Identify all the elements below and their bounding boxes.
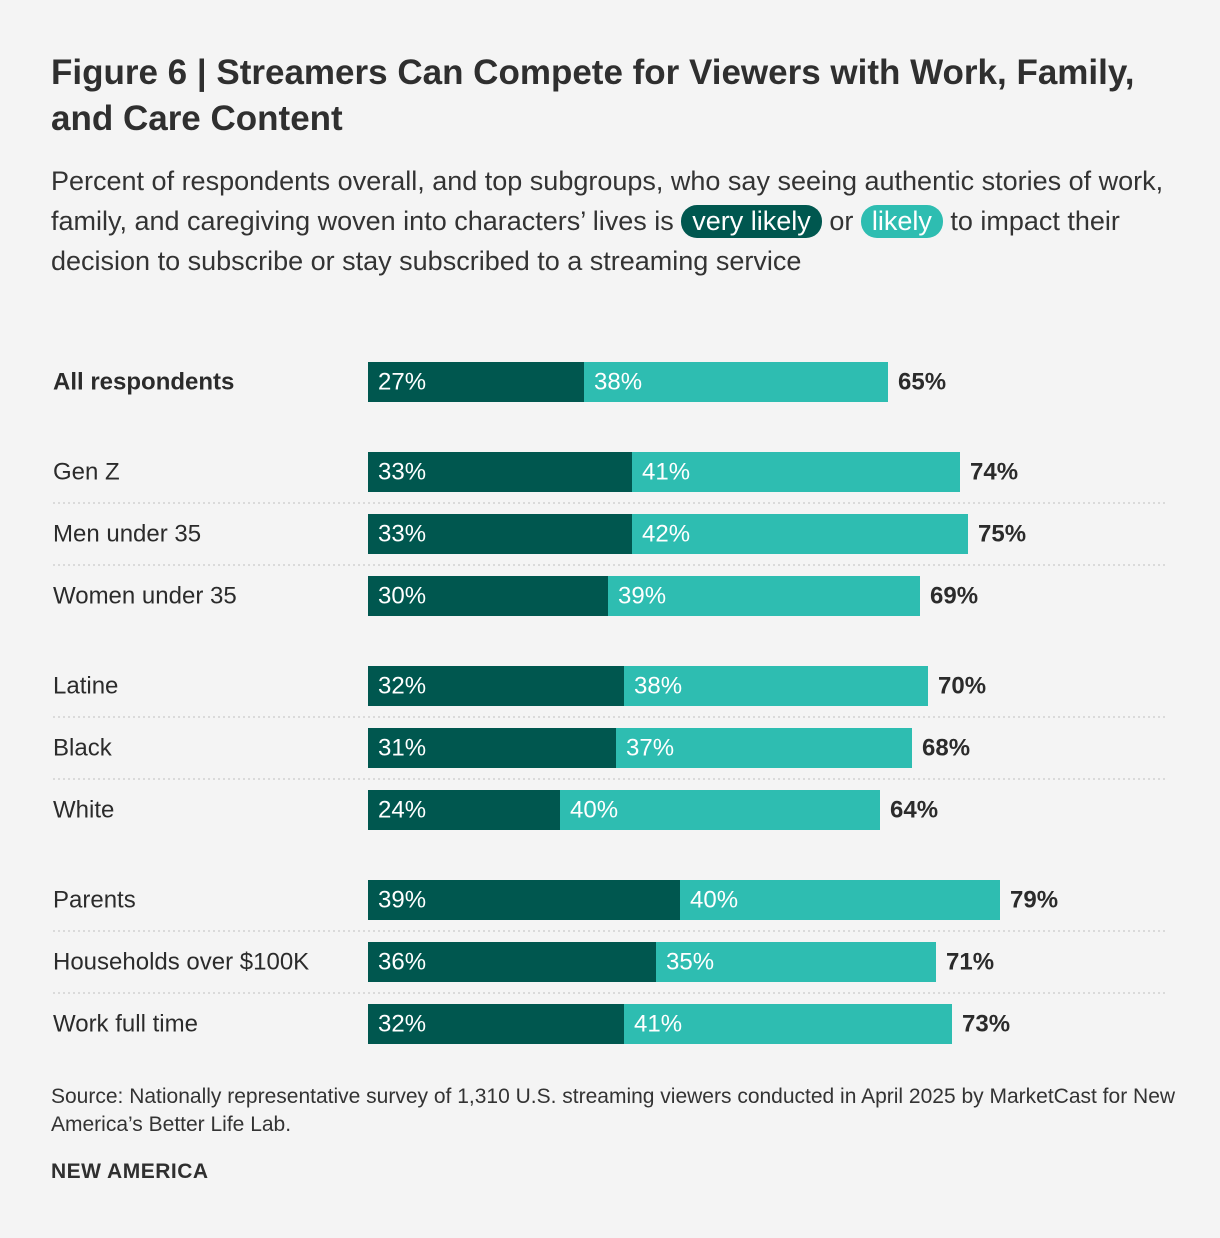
bar-likely <box>584 362 888 402</box>
data-label-very-likely: 33% <box>378 459 426 486</box>
category-label: Work full time <box>53 1011 198 1038</box>
subtitle-or: or <box>821 206 861 236</box>
data-label-very-likely: 39% <box>378 887 426 914</box>
bar-likely <box>560 790 880 830</box>
data-label-total: 74% <box>970 459 1018 486</box>
data-label-total: 75% <box>978 521 1026 548</box>
bar-likely <box>624 1004 952 1044</box>
data-label-total: 65% <box>898 369 946 396</box>
legend-very-likely: very likely <box>681 205 822 238</box>
category-label: Women under 35 <box>53 583 237 610</box>
bar-very-likely <box>368 728 616 768</box>
data-label-likely: 38% <box>634 673 682 700</box>
bar-very-likely <box>368 880 680 920</box>
brand-logo-text: NEW AMERICA <box>51 1160 209 1183</box>
data-label-likely: 41% <box>634 1011 682 1038</box>
bar-likely <box>624 666 928 706</box>
data-label-very-likely: 27% <box>378 369 426 396</box>
category-label: All respondents <box>53 369 234 396</box>
data-label-very-likely: 30% <box>378 583 426 610</box>
category-label: Gen Z <box>53 459 120 486</box>
category-label: Households over $100K <box>53 949 309 976</box>
data-label-very-likely: 36% <box>378 949 426 976</box>
data-label-likely: 42% <box>642 521 690 548</box>
category-label: Latine <box>53 673 118 700</box>
subtitle-text-start: Percent of respondents overall, and top … <box>51 166 1164 236</box>
data-label-likely: 35% <box>666 949 714 976</box>
stacked-bar-chart: All respondents 27% 38% 65% Gen Z 33% 41% 74% Me… <box>53 362 1168 1044</box>
data-label-very-likely: 24% <box>378 797 426 824</box>
bar-likely <box>608 576 920 616</box>
data-label-likely: 40% <box>570 797 618 824</box>
data-label-total: 69% <box>930 583 978 610</box>
bar-very-likely <box>368 576 608 616</box>
data-label-total: 70% <box>938 673 986 700</box>
data-label-very-likely: 32% <box>378 1011 426 1038</box>
data-label-total: 71% <box>946 949 994 976</box>
bar-very-likely <box>368 666 624 706</box>
bar-very-likely <box>368 942 656 982</box>
bar-likely <box>616 728 912 768</box>
data-label-total: 68% <box>922 735 970 762</box>
data-label-total: 79% <box>1010 887 1058 914</box>
bar-likely <box>656 942 936 982</box>
chart-title: Figure 6 | Streamers Can Compete for Vie… <box>51 53 1135 138</box>
data-label-total: 73% <box>962 1011 1010 1038</box>
data-label-very-likely: 31% <box>378 735 426 762</box>
category-label: Black <box>53 735 113 762</box>
subtitle-text-end: to impact their decision to subscribe or… <box>51 206 1120 276</box>
legend-likely: likely <box>860 205 943 238</box>
bar-very-likely <box>368 1004 624 1044</box>
data-label-likely: 41% <box>642 459 690 486</box>
data-label-likely: 39% <box>618 583 666 610</box>
bar-likely <box>680 880 1000 920</box>
category-label: Parents <box>53 887 136 914</box>
category-label: Men under 35 <box>53 521 201 548</box>
data-label-very-likely: 33% <box>378 521 426 548</box>
data-label-likely: 37% <box>626 735 674 762</box>
data-label-likely: 38% <box>594 369 642 396</box>
bar-very-likely <box>368 790 560 830</box>
bar-very-likely <box>368 514 632 554</box>
data-label-total: 64% <box>890 797 938 824</box>
bar-likely <box>632 452 960 492</box>
bar-likely <box>632 514 968 554</box>
chart-subtitle: Percent of respondents overall, and top … <box>51 161 1191 281</box>
category-label: White <box>53 797 114 824</box>
bar-very-likely <box>368 452 632 492</box>
data-label-very-likely: 32% <box>378 673 426 700</box>
data-label-likely: 40% <box>690 887 738 914</box>
source-note: Source: Nationally representative survey… <box>51 1085 1176 1136</box>
bar-very-likely <box>368 362 584 402</box>
